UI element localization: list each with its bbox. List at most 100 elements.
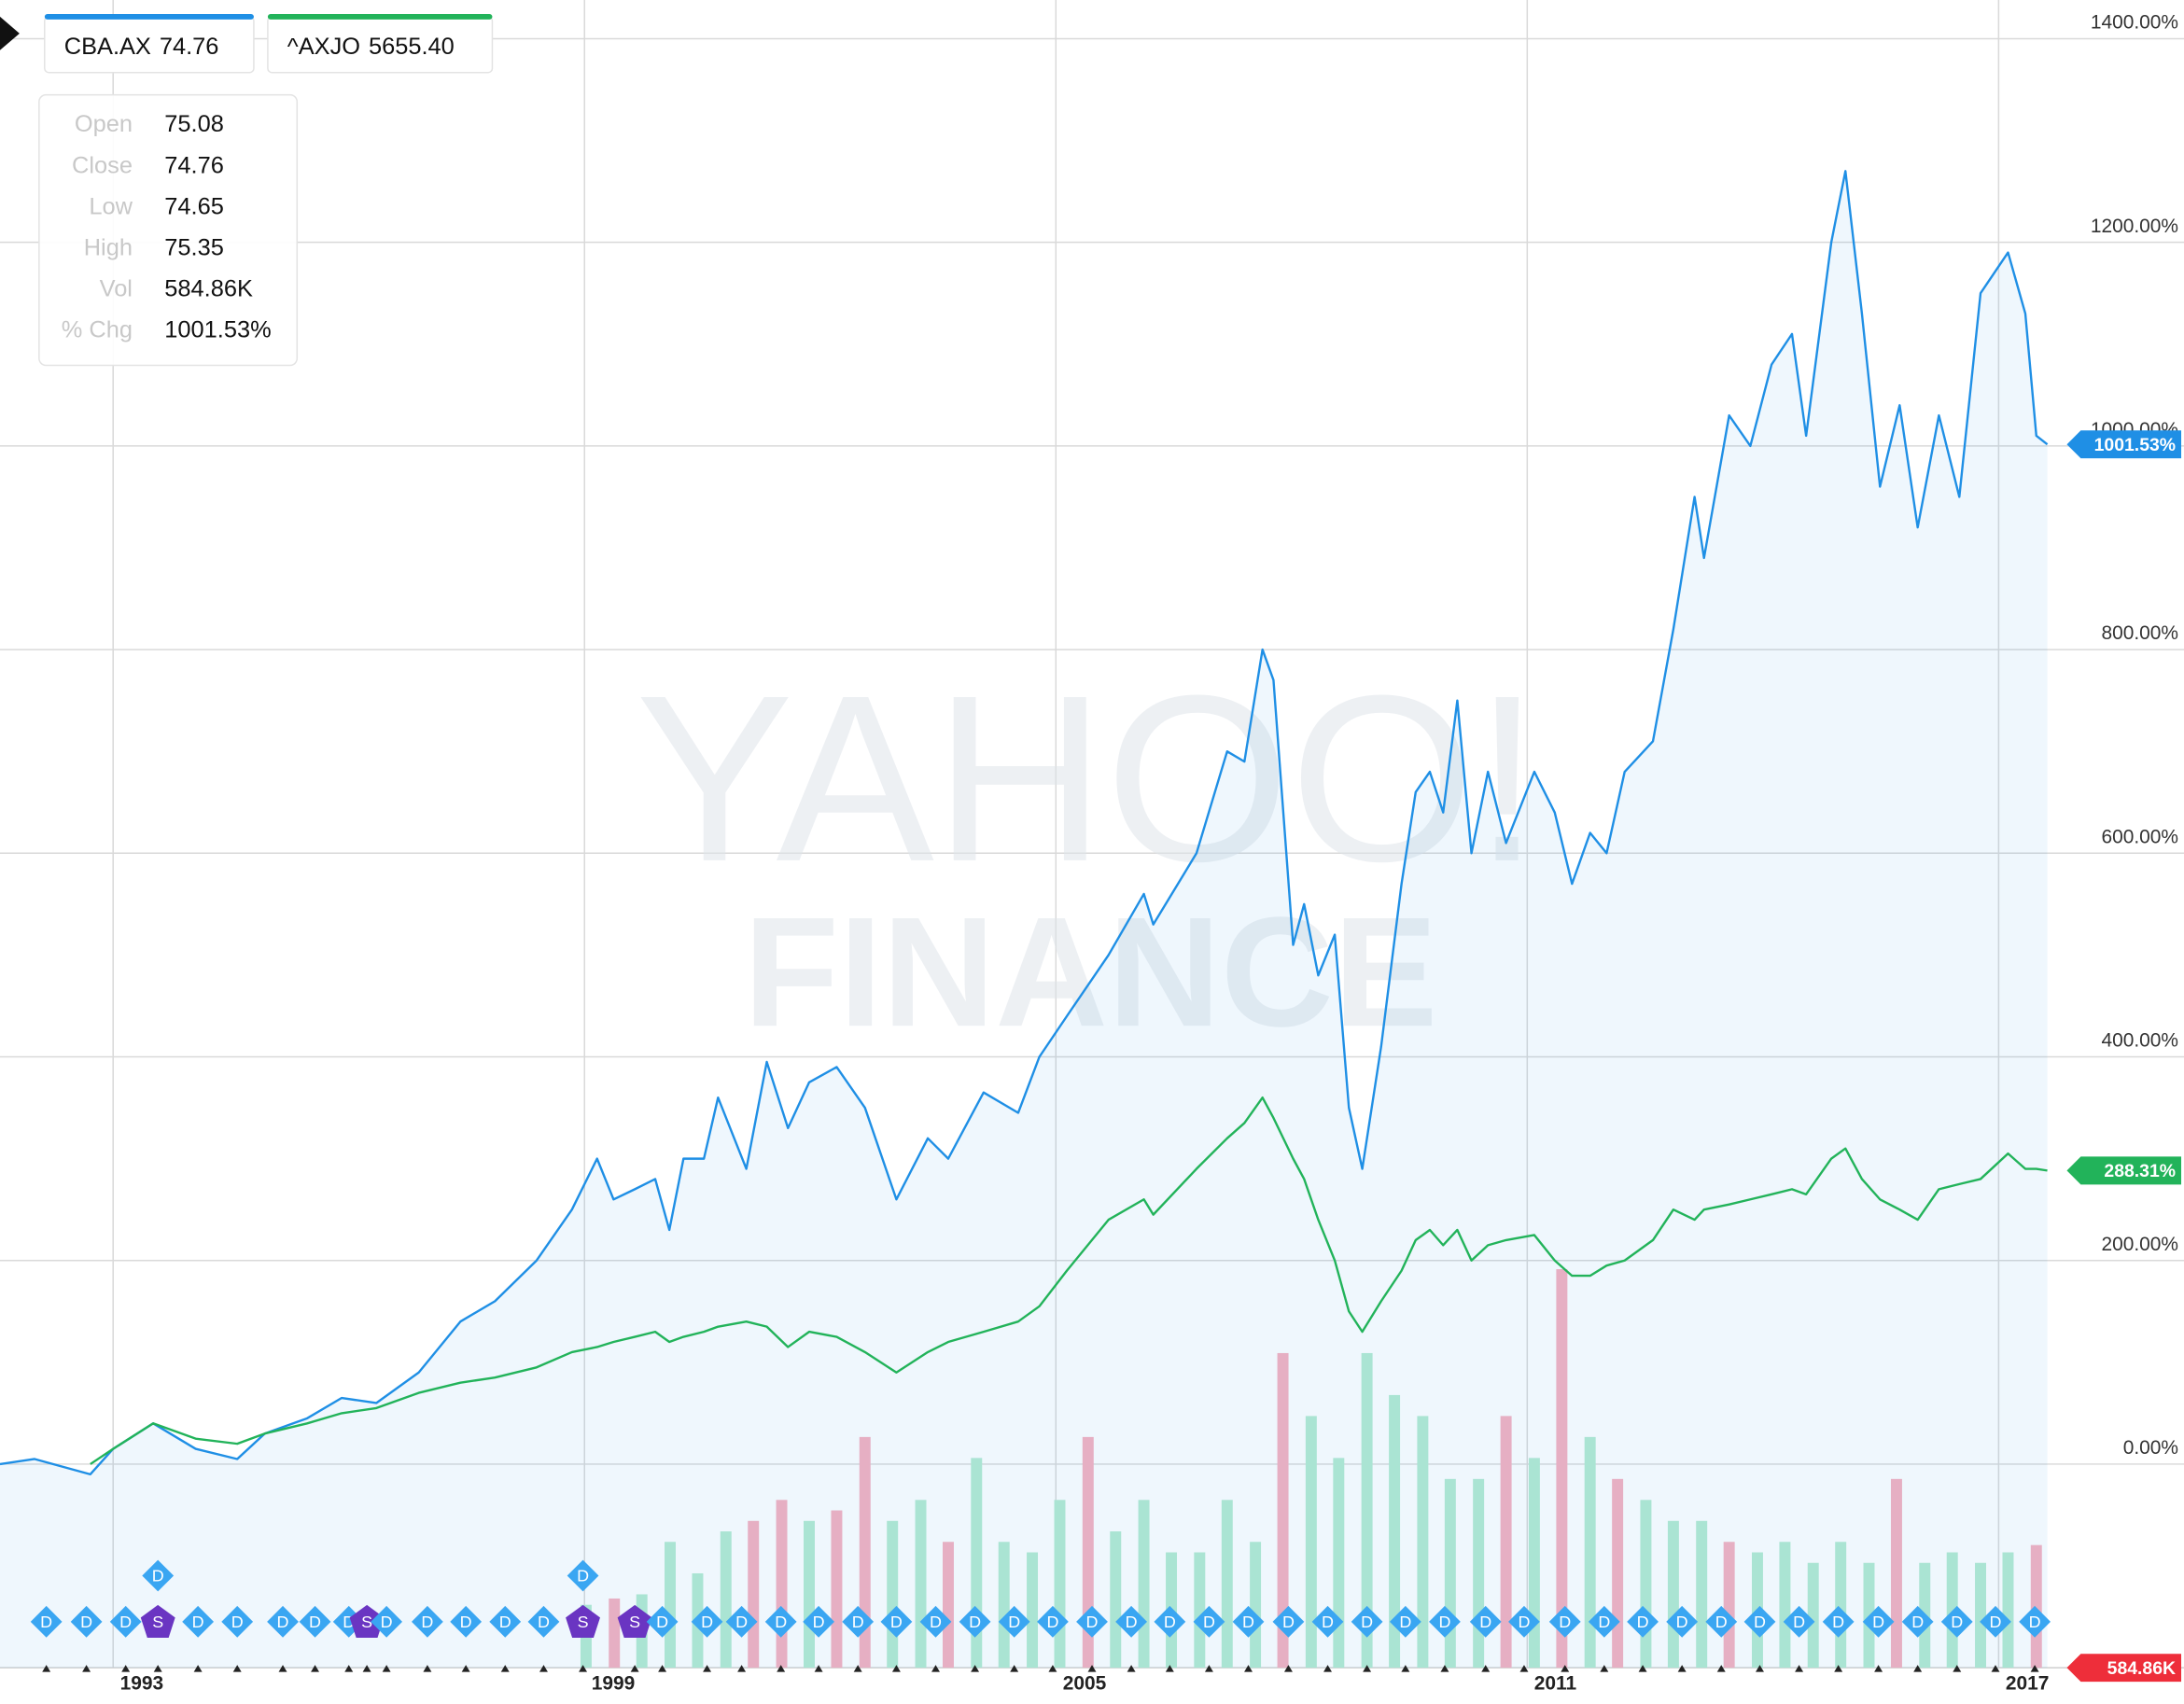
event-marker[interactable]: D <box>489 1605 522 1638</box>
event-marker[interactable]: D <box>109 1605 142 1638</box>
event-marker[interactable]: S <box>349 1604 385 1639</box>
event-marker[interactable]: D <box>221 1605 254 1638</box>
event-label: D <box>775 1613 787 1631</box>
event-marker[interactable]: S <box>617 1604 652 1639</box>
event-marker[interactable]: D <box>411 1605 443 1638</box>
event-tick <box>1363 1665 1372 1672</box>
volume-bar <box>748 1520 760 1669</box>
event-marker[interactable]: D <box>1588 1605 1620 1638</box>
event-marker[interactable]: D <box>919 1605 952 1638</box>
event-marker[interactable]: D <box>1193 1605 1225 1638</box>
event-marker[interactable]: D <box>1508 1605 1540 1638</box>
event-marker[interactable]: D <box>267 1605 299 1638</box>
event-marker[interactable]: D <box>1548 1605 1581 1638</box>
event-marker[interactable]: D <box>764 1605 797 1638</box>
event-marker[interactable]: D <box>1154 1605 1186 1638</box>
dividend-icon <box>1272 1605 1305 1638</box>
event-marker[interactable]: D <box>725 1605 758 1638</box>
volume-bar <box>1584 1436 1596 1669</box>
volume-bar <box>609 1598 621 1669</box>
event-marker[interactable]: D <box>1822 1605 1855 1638</box>
dividend-icon <box>1588 1605 1620 1638</box>
event-label: D <box>1282 1613 1295 1631</box>
event-marker[interactable]: D <box>1076 1605 1108 1638</box>
volume-bar <box>1556 1269 1568 1669</box>
event-marker[interactable]: D <box>691 1605 723 1638</box>
event-marker[interactable]: D <box>1627 1605 1659 1638</box>
event-marker[interactable]: D <box>1980 1605 2011 1638</box>
event-tick <box>1323 1665 1333 1672</box>
event-marker[interactable]: D <box>1783 1605 1815 1638</box>
volume-bar <box>1500 1416 1512 1669</box>
legend-tab[interactable]: CBA.AX 74.76 <box>44 13 255 74</box>
event-marker[interactable]: D <box>1037 1605 1069 1638</box>
event-marker[interactable]: D <box>567 1559 599 1592</box>
event-marker[interactable]: D <box>1351 1605 1383 1638</box>
event-tick <box>1795 1665 1804 1672</box>
event-marker[interactable]: D <box>1862 1605 1895 1638</box>
event-tick <box>1204 1665 1213 1672</box>
event-marker[interactable]: D <box>2019 1605 2051 1638</box>
event-label: D <box>1637 1613 1649 1631</box>
split-icon <box>617 1604 652 1639</box>
volume-bar <box>1250 1542 1262 1669</box>
event-marker[interactable]: D <box>880 1605 913 1638</box>
event-tick <box>1087 1665 1097 1672</box>
volume-bar <box>1946 1552 1958 1669</box>
event-marker[interactable]: D <box>1940 1605 1973 1638</box>
volume-bar <box>1723 1542 1735 1669</box>
event-tick <box>500 1665 510 1672</box>
event-marker[interactable]: D <box>959 1605 991 1638</box>
event-marker[interactable]: D <box>1311 1605 1344 1638</box>
event-marker[interactable]: D <box>450 1605 483 1638</box>
event-marker[interactable]: S <box>140 1604 175 1639</box>
volume-bar <box>1473 1478 1485 1669</box>
event-marker[interactable]: D <box>371 1605 403 1638</box>
event-marker[interactable]: D <box>1469 1605 1502 1638</box>
volume-bar <box>1194 1552 1206 1669</box>
tooltip-label: Low <box>89 193 133 219</box>
event-tick <box>1953 1665 1962 1672</box>
event-marker[interactable]: D <box>1232 1605 1265 1638</box>
event-marker[interactable]: D <box>1429 1605 1461 1638</box>
event-marker[interactable]: D <box>1705 1605 1738 1638</box>
event-label: D <box>1911 1613 1924 1631</box>
event-marker[interactable]: D <box>998 1605 1030 1638</box>
event-marker[interactable]: D <box>1743 1605 1776 1638</box>
scroll-arrow[interactable] <box>0 16 20 50</box>
event-marker[interactable]: D <box>1115 1605 1148 1638</box>
event-marker[interactable]: D <box>646 1605 679 1638</box>
event-tick <box>579 1665 588 1672</box>
volume-bar <box>720 1531 732 1669</box>
event-label: D <box>460 1613 472 1631</box>
event-marker[interactable]: D <box>527 1605 560 1638</box>
event-marker[interactable]: D <box>1901 1605 1934 1638</box>
dividend-icon <box>1311 1605 1344 1638</box>
tooltip-value: 75.08 <box>164 111 224 137</box>
data-layer <box>0 170 2049 1669</box>
event-label: D <box>1322 1613 1334 1631</box>
event-label: D <box>192 1613 204 1631</box>
line <box>0 170 2049 1476</box>
event-marker[interactable]: D <box>803 1605 834 1638</box>
event-marker[interactable]: D <box>1272 1605 1305 1638</box>
dividend-icon <box>880 1605 913 1638</box>
event-tick <box>931 1665 940 1672</box>
event-label: D <box>1832 1613 1844 1631</box>
legend-tab[interactable]: ^AXJO 5655.40 <box>267 13 494 74</box>
watermark: FINANCE <box>744 886 1438 1059</box>
volume-bar <box>1807 1562 1819 1669</box>
event-tick <box>1716 1665 1726 1672</box>
dividend-icon <box>1154 1605 1186 1638</box>
volume-bar <box>776 1500 788 1669</box>
event-tick <box>2030 1665 2039 1672</box>
y-tick-label: 1400.00% <box>2091 12 2178 34</box>
event-marker[interactable]: D <box>1666 1605 1699 1638</box>
event-marker[interactable]: S <box>566 1604 600 1639</box>
event-marker[interactable]: D <box>842 1605 875 1638</box>
dividend-icon <box>450 1605 483 1638</box>
y-tick-label: 400.00% <box>2101 1030 2178 1052</box>
dividend-icon <box>691 1605 723 1638</box>
